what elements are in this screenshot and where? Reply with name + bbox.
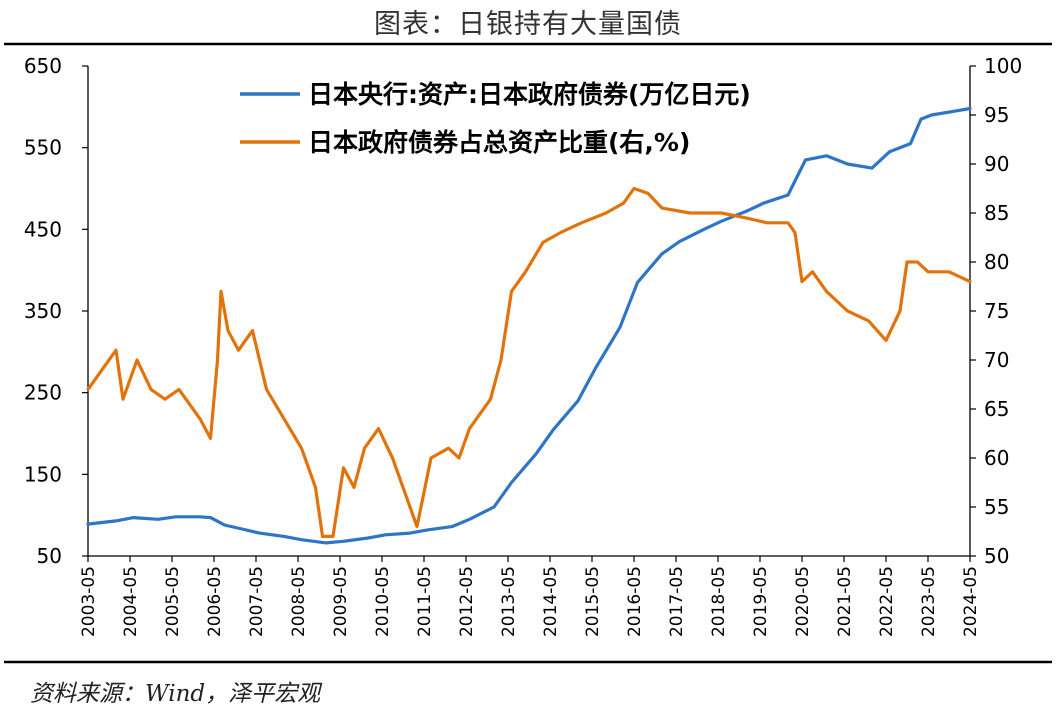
x-tick-label: 2018-05: [709, 566, 729, 637]
legend-label-jgb-share: 日本政府债券占总资产比重(右,%): [308, 128, 690, 157]
left-tick-label: 50: [37, 544, 62, 568]
series-line-jgb-holdings: [86, 106, 972, 545]
x-tick-label: 2011-05: [415, 566, 435, 637]
left-tick-label: 650: [24, 54, 62, 78]
x-tick-label: 2020-05: [793, 566, 813, 637]
x-tick-label: 2003-05: [79, 566, 99, 637]
x-tick-label: 2023-05: [919, 566, 939, 637]
right-tick-label: 100: [984, 54, 1022, 78]
right-tick-label: 60: [984, 446, 1009, 470]
chart-title: 图表：日银持有大量国债: [374, 9, 682, 40]
right-tick-label: 75: [984, 299, 1009, 323]
axes: 50 150 250 350 450 550 650 50 55 60 65 70 75 80 85 90 95…: [24, 54, 1022, 637]
legend-label-jgb-holdings: 日本央行:资产:日本政府债券(万亿日元): [308, 80, 751, 109]
right-tick-label: 70: [984, 348, 1009, 372]
series-line-jgb-share: [86, 186, 972, 539]
left-tick-label: 150: [24, 462, 62, 486]
left-tick-label: 450: [24, 217, 62, 241]
x-tick-label: 2009-05: [331, 566, 351, 637]
x-tick-label: 2005-05: [163, 566, 183, 637]
x-tick-label: 2013-05: [499, 566, 519, 637]
x-tick-label: 2014-05: [541, 566, 561, 637]
x-tick-label: 2012-05: [457, 566, 477, 637]
series-lines: [86, 106, 972, 545]
x-tick-label: 2022-05: [877, 566, 897, 637]
x-tick-label: 2007-05: [247, 566, 267, 637]
right-tick-label: 80: [984, 250, 1009, 274]
x-tick-label: 2015-05: [583, 566, 603, 637]
x-tick-label: 2024-05: [961, 566, 981, 637]
left-tick-label: 350: [24, 299, 62, 323]
x-tick-label: 2017-05: [667, 566, 687, 637]
x-tick-label: 2019-05: [751, 566, 771, 637]
x-tick-label: 2008-05: [289, 566, 309, 637]
right-tick-label: 95: [984, 103, 1009, 127]
right-tick-label: 55: [984, 495, 1009, 519]
x-tick-label: 2004-05: [121, 566, 141, 637]
right-tick-label: 50: [984, 544, 1009, 568]
left-tick-label: 250: [24, 381, 62, 405]
x-tick-label: 2010-05: [373, 566, 393, 637]
x-tick-label: 2021-05: [835, 566, 855, 637]
right-tick-label: 90: [984, 152, 1009, 176]
x-tick-label: 2006-05: [205, 566, 225, 637]
legend: 日本央行:资产:日本政府债券(万亿日元) 日本政府债券占总资产比重(右,%): [240, 80, 751, 157]
source-note: 资料来源：Wind，泽平宏观: [30, 681, 321, 707]
right-tick-label: 65: [984, 397, 1009, 421]
right-tick-label: 85: [984, 201, 1009, 225]
left-tick-label: 550: [24, 136, 62, 160]
x-tick-label: 2016-05: [625, 566, 645, 637]
